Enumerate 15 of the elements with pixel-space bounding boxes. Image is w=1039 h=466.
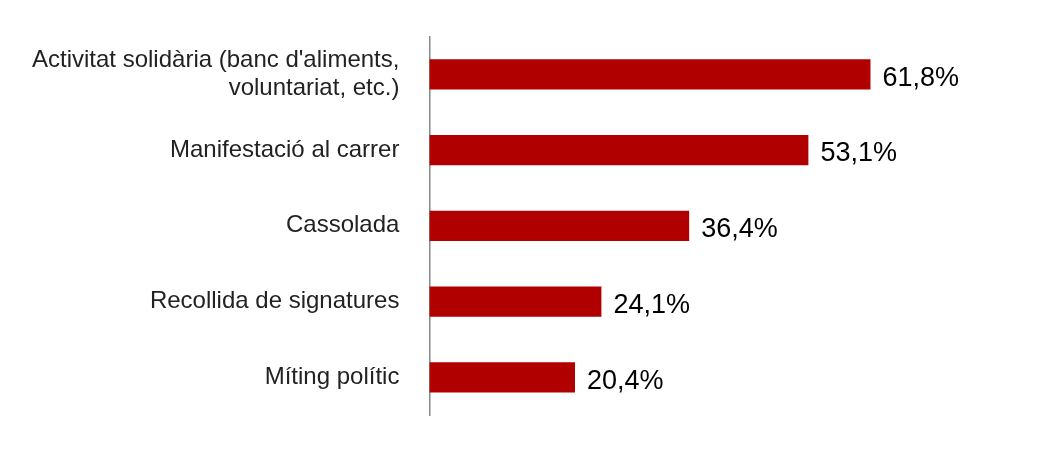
y-tick-label: Cassolada — [286, 210, 401, 238]
y-tick-label: Recollida de signatures — [149, 286, 400, 314]
bar — [429, 59, 871, 90]
y-tick-label: Míting polític — [264, 361, 400, 389]
y-tick-label: Manifestació al carrer — [169, 134, 400, 162]
data-label: 20,4% — [587, 364, 664, 395]
bar — [429, 286, 602, 317]
y-tick-label: Activitat solidària (banc d'aliments, voluntariat, etc.) — [32, 44, 400, 101]
data-label: 61,8% — [882, 61, 960, 92]
bar — [429, 210, 690, 241]
data-label: 36,4% — [701, 213, 778, 244]
data-label: 24,1% — [613, 289, 690, 320]
bar — [429, 134, 809, 166]
data-label: 53,1% — [820, 137, 897, 168]
bar — [429, 362, 575, 393]
